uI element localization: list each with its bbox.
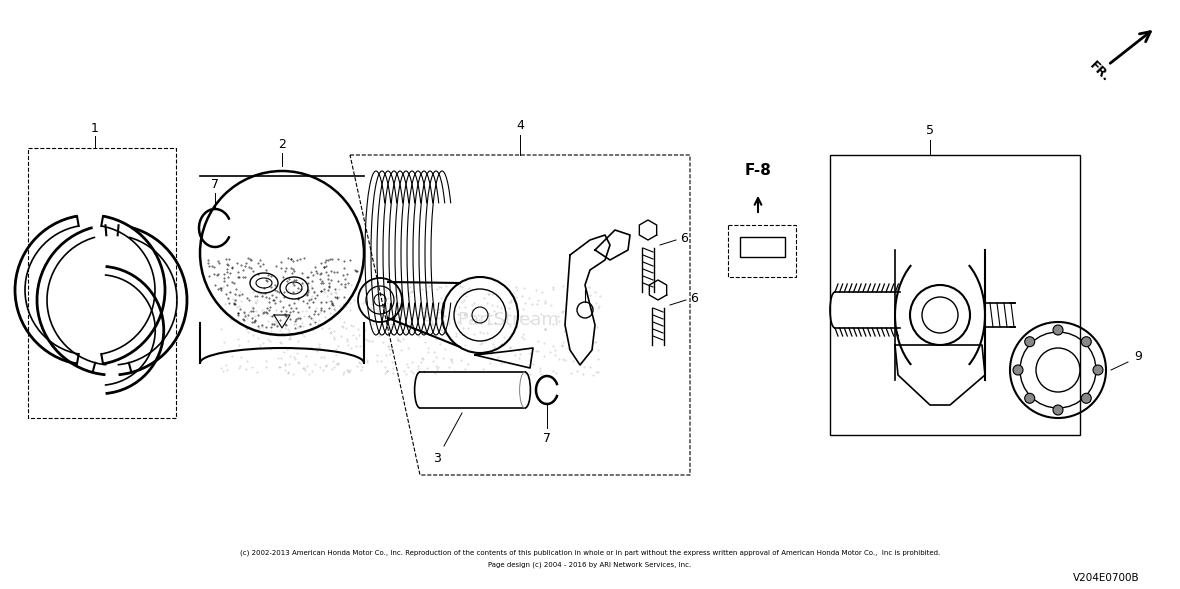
Text: 7: 7 [211, 177, 219, 190]
Text: V204E0700B: V204E0700B [1074, 573, 1140, 583]
Polygon shape [565, 235, 610, 365]
Circle shape [1024, 393, 1035, 403]
Circle shape [1053, 405, 1063, 415]
Circle shape [1024, 337, 1035, 347]
Bar [28, 148, 176, 418]
Bar [740, 237, 785, 257]
Text: 6: 6 [690, 292, 697, 305]
Text: 2: 2 [278, 137, 286, 151]
Text: F-8: F-8 [745, 163, 772, 177]
Text: 1: 1 [91, 121, 99, 134]
Text: ARI PartStream: ARI PartStream [421, 311, 558, 329]
Text: 3: 3 [433, 452, 441, 465]
Text: 4: 4 [516, 118, 524, 131]
Circle shape [1093, 365, 1103, 375]
Text: 5: 5 [926, 124, 935, 137]
Circle shape [1053, 325, 1063, 335]
Circle shape [1081, 337, 1092, 347]
Text: 9: 9 [1134, 349, 1142, 362]
Text: 7: 7 [543, 432, 551, 445]
Circle shape [1081, 393, 1092, 403]
Text: Page design (c) 2004 - 2016 by ARI Network Services, Inc.: Page design (c) 2004 - 2016 by ARI Netwo… [489, 562, 691, 568]
Text: FR.: FR. [1087, 59, 1113, 85]
Bar [728, 225, 796, 277]
Text: 6: 6 [680, 231, 688, 244]
Text: (c) 2002-2013 American Honda Motor Co., Inc. Reproduction of the contents of thi: (c) 2002-2013 American Honda Motor Co., … [240, 550, 940, 556]
Bar [830, 155, 1080, 435]
Circle shape [1012, 365, 1023, 375]
